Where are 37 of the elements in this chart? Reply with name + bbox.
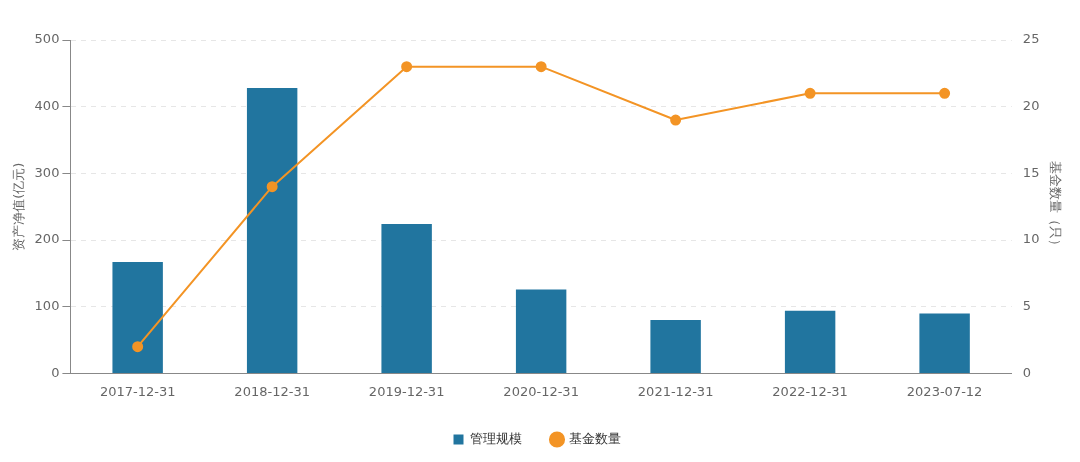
bar (919, 313, 970, 373)
bar (515, 289, 567, 373)
x-tick-label: 2021-12-31 (637, 383, 714, 399)
y-tick-label: 400 (34, 98, 60, 114)
bar (650, 320, 701, 373)
point (266, 181, 278, 193)
y2-tick-label: 20 (1022, 98, 1040, 114)
y-tick-label: 500 (34, 31, 60, 47)
y2-tick-label: 10 (1022, 231, 1040, 247)
y-tick-label: 200 (34, 231, 60, 247)
point (804, 87, 816, 99)
point (401, 61, 413, 73)
point (132, 341, 144, 353)
y-tick-label: 100 (34, 298, 60, 314)
x-tick-label: 2018-12-31 (234, 383, 310, 399)
y2-tick-label: 5 (1022, 298, 1032, 314)
bar (112, 262, 163, 373)
legend-label: 管理规模 (470, 430, 522, 446)
x-tick-label: 2019-12-31 (368, 383, 445, 399)
point (535, 61, 547, 73)
x-tick-label: 2020-12-31 (503, 383, 579, 399)
bar (784, 310, 836, 373)
point (670, 114, 682, 126)
y-tick-label: 300 (34, 164, 60, 180)
bar (381, 224, 432, 373)
bar (246, 88, 298, 373)
x-tick-label: 2023-07-12 (906, 383, 983, 399)
x-tick-label: 2017-12-31 (99, 383, 176, 399)
y2-tick-label: 0 (1022, 364, 1032, 380)
y2-tick-label: 15 (1022, 164, 1040, 180)
point (939, 87, 951, 99)
x-tick-label: 2022-12-31 (772, 383, 848, 399)
y2-axis-title: 基金数量（只） (1047, 161, 1063, 253)
y2-tick-label: 25 (1022, 31, 1040, 47)
y-tick-label: 0 (51, 364, 60, 380)
legend-label: 基金数量 (568, 430, 621, 446)
y-axis-title: 资产净值(亿元) (11, 162, 27, 251)
